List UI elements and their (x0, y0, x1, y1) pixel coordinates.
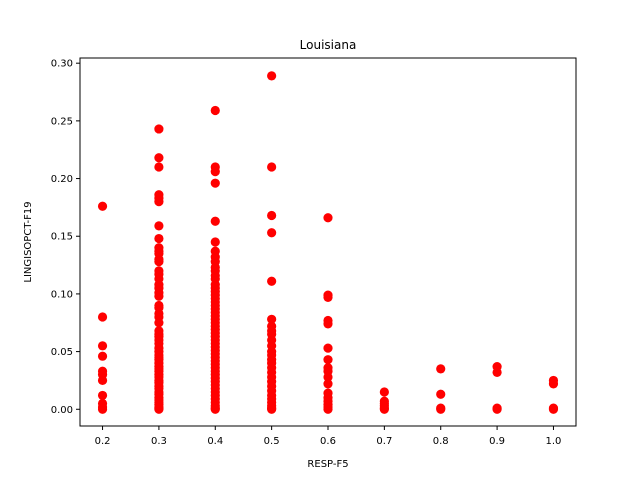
chart-title: Louisiana (300, 38, 357, 52)
data-point (267, 162, 277, 172)
data-point (210, 167, 220, 177)
data-point (154, 197, 164, 207)
y-tick-label: 0.25 (51, 116, 73, 127)
x-tick-label: 0.3 (151, 436, 167, 447)
x-tick-label: 1.0 (546, 436, 562, 447)
data-point (97, 312, 108, 322)
data-point (323, 355, 333, 365)
data-point (154, 153, 164, 163)
data-point (436, 389, 446, 399)
data-point (97, 341, 108, 351)
y-tick-label: 0.00 (51, 405, 73, 416)
data-point (97, 201, 108, 211)
x-tick-label: 0.2 (95, 436, 111, 447)
data-point (154, 162, 164, 172)
x-axis-ticks: 0.2 0.3 0.4 0.5 0.6 0.7 0.8 0.9 1.0 (95, 426, 562, 447)
data-point (323, 292, 333, 302)
data-point (97, 390, 108, 401)
data-point (210, 404, 220, 414)
data-point (267, 276, 277, 286)
x-tick-label: 0.9 (489, 436, 505, 447)
data-point (154, 404, 164, 414)
data-point (323, 213, 333, 223)
data-point (492, 404, 502, 414)
data-point (267, 210, 277, 221)
data-point (323, 343, 333, 353)
data-point (323, 404, 333, 414)
data-point (379, 404, 389, 414)
data-point (154, 318, 164, 328)
data-point (379, 387, 389, 397)
data-point (323, 319, 333, 329)
data-point (210, 216, 220, 226)
data-point (323, 372, 333, 382)
data-point (436, 364, 446, 374)
x-tick-label: 0.6 (320, 436, 336, 447)
plot-frame (79, 57, 577, 427)
data-point (97, 404, 108, 414)
data-points (97, 71, 559, 414)
x-tick-label: 0.4 (207, 436, 223, 447)
data-point (267, 71, 277, 81)
data-point (548, 379, 559, 389)
data-point (267, 314, 277, 324)
data-point (210, 178, 220, 188)
data-point (210, 237, 220, 247)
y-tick-label: 0.20 (51, 174, 73, 185)
y-tick-label: 0.15 (51, 232, 73, 243)
x-tick-label: 0.7 (376, 436, 392, 447)
data-point (154, 257, 164, 267)
x-axis-label: RESP-F5 (307, 459, 348, 470)
data-point (323, 379, 333, 389)
data-point (210, 105, 220, 116)
data-point (436, 404, 446, 414)
data-point (154, 124, 164, 134)
x-tick-label: 0.5 (264, 436, 280, 447)
y-axis-ticks: 0.00 0.05 0.10 0.15 0.20 0.25 0.30 (51, 59, 80, 416)
data-point (267, 404, 277, 414)
data-point (97, 351, 108, 361)
data-point (548, 404, 559, 414)
y-tick-label: 0.10 (51, 289, 73, 300)
y-axis-label: LINGISOPCT-F19 (23, 201, 34, 282)
data-point (154, 221, 164, 231)
x-tick-label: 0.8 (433, 436, 449, 447)
data-point (154, 291, 164, 301)
data-point (97, 375, 108, 386)
y-tick-label: 0.30 (51, 59, 73, 70)
data-point (267, 228, 277, 238)
data-point (492, 367, 502, 377)
y-tick-label: 0.05 (51, 347, 73, 358)
data-point (154, 233, 164, 244)
